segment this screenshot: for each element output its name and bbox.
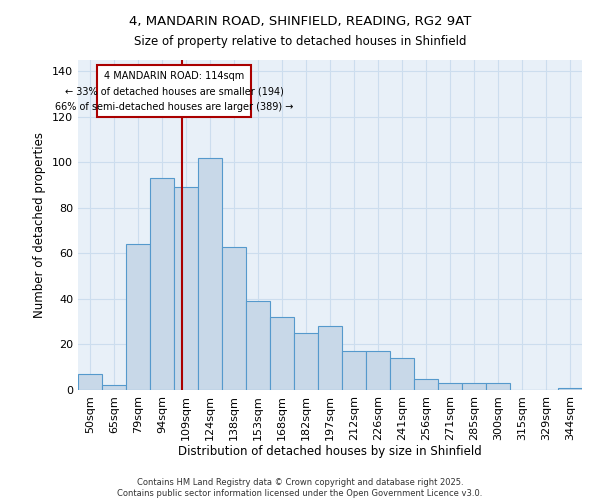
Bar (414, 378, 438, 390)
Bar (366, 352, 390, 390)
Text: Contains HM Land Registry data © Crown copyright and database right 2025.
Contai: Contains HM Land Registry data © Crown c… (118, 478, 482, 498)
Bar (558, 388, 582, 390)
Text: Size of property relative to detached houses in Shinfield: Size of property relative to detached ho… (134, 35, 466, 48)
Bar (342, 352, 366, 390)
Bar (198, 158, 222, 390)
Bar (97, 64, 251, 117)
Bar (318, 326, 342, 390)
Text: 4, MANDARIN ROAD, SHINFIELD, READING, RG2 9AT: 4, MANDARIN ROAD, SHINFIELD, READING, RG… (129, 15, 471, 28)
Bar (78, 374, 102, 390)
Bar (174, 188, 198, 390)
Bar (246, 301, 270, 390)
Bar (462, 383, 486, 390)
Text: 66% of semi-detached houses are larger (389) →: 66% of semi-detached houses are larger (… (55, 102, 293, 113)
Bar (486, 383, 510, 390)
Bar (294, 333, 318, 390)
Bar (438, 383, 462, 390)
Y-axis label: Number of detached properties: Number of detached properties (34, 132, 46, 318)
X-axis label: Distribution of detached houses by size in Shinfield: Distribution of detached houses by size … (178, 446, 482, 458)
Bar (150, 178, 174, 390)
Bar (222, 246, 246, 390)
Text: 4 MANDARIN ROAD: 114sqm: 4 MANDARIN ROAD: 114sqm (104, 71, 244, 81)
Bar (126, 244, 150, 390)
Bar (270, 317, 294, 390)
Bar (102, 386, 126, 390)
Bar (390, 358, 414, 390)
Text: ← 33% of detached houses are smaller (194): ← 33% of detached houses are smaller (19… (65, 87, 283, 97)
